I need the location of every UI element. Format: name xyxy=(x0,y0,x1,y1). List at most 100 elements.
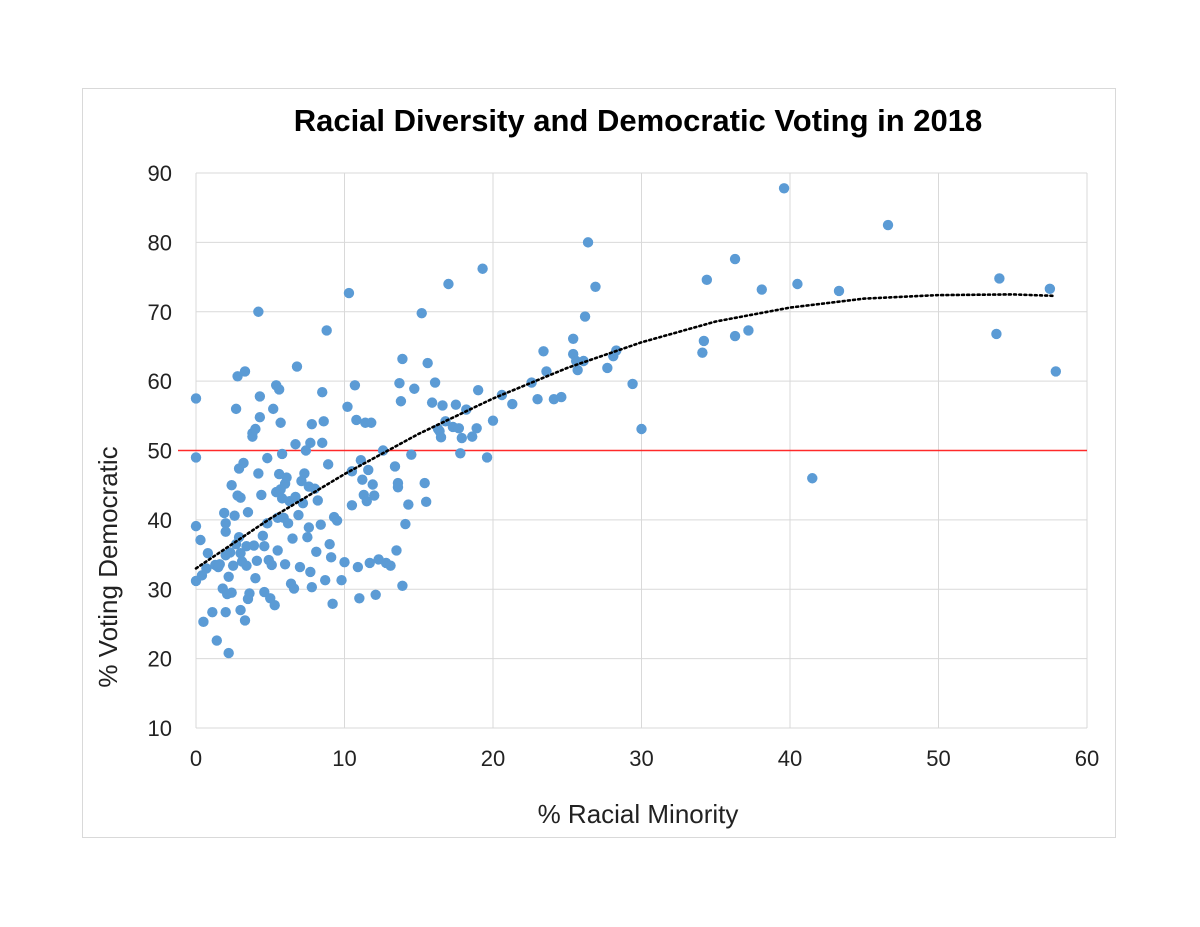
data-point xyxy=(220,518,231,529)
data-point xyxy=(244,588,255,599)
y-tick-label: 80 xyxy=(148,230,172,255)
data-point xyxy=(232,371,243,382)
data-point xyxy=(290,491,301,503)
data-point xyxy=(235,604,246,616)
x-tick-label: 20 xyxy=(481,746,505,771)
data-point xyxy=(288,583,300,594)
data-point xyxy=(349,380,361,391)
data-point xyxy=(389,461,401,472)
data-point xyxy=(287,533,298,544)
y-tick-label: 60 xyxy=(148,369,172,394)
data-point xyxy=(190,452,202,463)
data-point xyxy=(346,500,358,511)
data-point xyxy=(697,347,708,358)
data-point xyxy=(257,530,269,542)
x-tick-label: 60 xyxy=(1075,746,1099,771)
data-point xyxy=(242,507,254,518)
data-point xyxy=(807,473,818,484)
data-point xyxy=(195,534,206,546)
data-point xyxy=(471,423,482,434)
y-tick-label: 20 xyxy=(148,647,172,672)
y-tick-label: 10 xyxy=(148,716,172,741)
data-point xyxy=(419,477,430,489)
data-point xyxy=(198,616,209,628)
data-point xyxy=(223,571,234,582)
data-point xyxy=(238,457,249,469)
data-point xyxy=(461,404,472,415)
data-point xyxy=(273,384,285,395)
data-point xyxy=(778,183,790,194)
data-point xyxy=(572,364,583,376)
data-point xyxy=(220,606,231,618)
data-point xyxy=(437,400,448,411)
data-point xyxy=(262,518,273,529)
chart-frame: Racial Diversity and Democratic Voting i… xyxy=(82,88,1116,838)
data-point xyxy=(214,559,225,570)
data-point xyxy=(467,431,478,442)
data-point xyxy=(302,532,313,543)
data-point xyxy=(220,526,231,537)
data-point xyxy=(275,417,286,428)
data-point xyxy=(582,237,594,248)
data-point xyxy=(306,418,318,430)
data-point xyxy=(239,615,251,626)
data-point xyxy=(391,545,402,556)
data-point xyxy=(294,561,306,573)
data-point xyxy=(290,439,301,450)
data-point xyxy=(994,273,1005,284)
y-tick-label: 90 xyxy=(148,161,172,186)
data-point xyxy=(239,366,251,377)
y-axis-label: % Voting Democratic xyxy=(93,446,123,687)
data-point xyxy=(321,325,332,336)
data-point xyxy=(324,538,335,550)
data-point xyxy=(303,522,315,533)
data-point xyxy=(357,474,368,485)
data-point xyxy=(309,483,320,494)
data-point xyxy=(254,391,266,402)
data-point xyxy=(698,335,710,347)
data-point xyxy=(269,600,280,611)
y-tick-label: 70 xyxy=(148,300,172,325)
data-point xyxy=(636,423,647,435)
data-point xyxy=(435,432,447,443)
data-point xyxy=(293,509,304,521)
data-point xyxy=(266,559,277,571)
data-point xyxy=(190,393,202,404)
data-point xyxy=(223,647,234,659)
data-point xyxy=(400,518,411,530)
scatter-chart: Racial Diversity and Democratic Voting i… xyxy=(93,103,1100,829)
data-point xyxy=(190,520,202,532)
data-point xyxy=(590,281,601,292)
data-point xyxy=(276,448,288,460)
data-point xyxy=(311,546,322,557)
data-point xyxy=(235,547,246,559)
x-tick-label: 40 xyxy=(778,746,802,771)
data-point xyxy=(202,547,214,559)
data-point xyxy=(426,397,438,408)
data-point xyxy=(312,495,323,506)
data-point xyxy=(219,507,230,519)
data-point xyxy=(268,403,279,415)
data-point xyxy=(254,412,266,423)
data-point xyxy=(477,263,488,274)
data-point xyxy=(211,635,222,646)
data-point xyxy=(450,399,462,410)
data-point xyxy=(1050,366,1062,377)
data-point xyxy=(409,383,420,394)
x-tick-label: 50 xyxy=(926,746,950,771)
data-point xyxy=(394,378,405,389)
data-point xyxy=(207,606,218,618)
data-point xyxy=(272,545,283,556)
data-point xyxy=(455,448,466,459)
data-point xyxy=(339,556,350,568)
data-point xyxy=(729,253,741,265)
y-tick-label: 50 xyxy=(148,439,172,464)
data-point xyxy=(792,278,803,290)
tick-labels: 10 20 30 40 50 60 70 80 90 0 10 20 30 40 50 60 xyxy=(148,161,1100,771)
data-point xyxy=(250,572,261,584)
data-point xyxy=(233,532,245,543)
data-point xyxy=(291,361,303,372)
data-point xyxy=(201,563,212,574)
data-point xyxy=(472,384,484,396)
data-point xyxy=(354,593,365,604)
